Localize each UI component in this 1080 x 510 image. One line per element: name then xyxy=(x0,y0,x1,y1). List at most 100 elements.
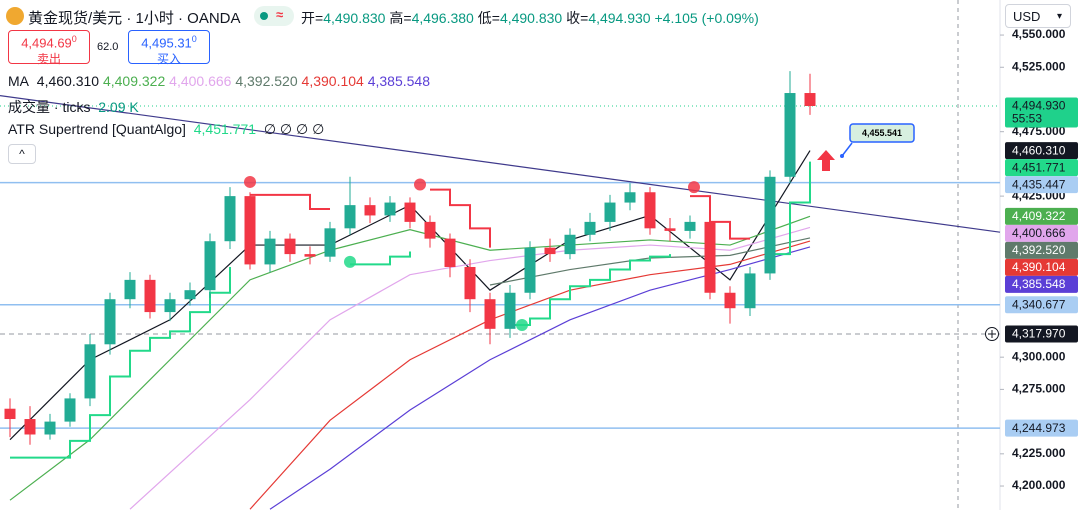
y-tick-label: 4,275.000 xyxy=(1012,382,1066,396)
candle-body xyxy=(184,290,196,300)
ohlc-value: 4,494.930 xyxy=(588,10,651,26)
price-label-text: 4,317.970 xyxy=(1012,327,1066,341)
candle-body xyxy=(584,221,596,235)
ohlc-key: 开= xyxy=(301,10,324,26)
price-label xyxy=(1005,224,1078,242)
price-label-text: 4,494.930 xyxy=(1012,99,1066,113)
price-label-text: 4,409.322 xyxy=(1012,209,1066,223)
price-label-text: 4,460.310 xyxy=(1012,143,1066,157)
y-tick-label: 4,525.000 xyxy=(1012,59,1066,73)
flip-marker xyxy=(414,178,426,191)
candle-body xyxy=(264,238,276,265)
candle-body xyxy=(204,241,216,291)
sell-label: 卖出 xyxy=(36,52,61,67)
symbol-icon xyxy=(6,7,24,25)
candle-body xyxy=(44,421,56,435)
sell-button[interactable]: 4,494.690 卖出 xyxy=(8,30,90,67)
ma-value: 4,392.520 xyxy=(235,73,298,89)
buy-label: 买入 xyxy=(156,52,181,67)
candle-body xyxy=(404,202,416,222)
buy-price-sup: 0 xyxy=(191,34,197,44)
ohlc-value: 4,496.380 xyxy=(411,10,474,26)
candle-body xyxy=(384,202,396,216)
supertrend-line xyxy=(10,161,811,459)
moving-average xyxy=(129,226,811,510)
supertrend-title[interactable]: ATR Supertrend [QuantAlgo] xyxy=(8,121,186,137)
supertrend-line xyxy=(250,188,750,248)
supertrend-value: 4,451.771 xyxy=(193,121,257,137)
trendline xyxy=(0,95,1001,233)
flip-marker xyxy=(516,318,528,331)
crosshair-plus xyxy=(988,330,996,339)
price-label xyxy=(1005,296,1078,314)
candle-body xyxy=(664,228,676,231)
ma-value: 4,409.322 xyxy=(102,73,166,89)
ohlc-value: 4,490.830 xyxy=(323,10,386,26)
candle-body xyxy=(424,221,436,239)
buy-button[interactable]: 4,495.310 买入 xyxy=(128,30,210,67)
candle-body xyxy=(604,202,616,222)
price-label xyxy=(1005,275,1078,293)
price-label xyxy=(1005,159,1078,177)
candle-body xyxy=(304,254,316,257)
price-label-text: 4,390.104 xyxy=(1012,260,1066,274)
status-wave: ≈ xyxy=(276,7,284,22)
price-label-text: 4,400.666 xyxy=(1012,226,1066,240)
candle-body xyxy=(464,266,476,300)
price-label-text: 4,340.677 xyxy=(1012,297,1066,311)
flip-marker xyxy=(344,255,356,268)
callout-box xyxy=(849,123,915,143)
candle-body xyxy=(324,228,336,257)
symbol-title[interactable]: 黄金现货/美元 · 1小时 · OANDA xyxy=(28,10,241,27)
price-label xyxy=(1005,207,1078,225)
candle-body xyxy=(704,221,716,293)
ma-title[interactable]: MA xyxy=(8,73,29,89)
y-tick-label: 4,200.000 xyxy=(1012,478,1066,492)
currency: USD xyxy=(1013,9,1041,24)
flip-marker xyxy=(244,175,256,188)
price-label-text: 4,244.973 xyxy=(1012,421,1066,435)
flip-marker xyxy=(688,181,700,194)
ma-value: 4,460.310 xyxy=(36,73,100,89)
candle-body xyxy=(24,419,36,435)
moving-average xyxy=(269,246,811,510)
price-label xyxy=(1005,241,1078,259)
candle-body xyxy=(524,247,536,293)
callout-dot xyxy=(840,154,844,158)
ma-value: 4,400.666 xyxy=(169,73,232,89)
up-arrow xyxy=(817,150,835,171)
candle-body xyxy=(724,292,736,309)
moving-average xyxy=(249,240,811,510)
volume-legend: 成交量 · ticks 2.09 K xyxy=(8,97,139,117)
candle-body xyxy=(784,93,796,177)
candle-body xyxy=(4,408,16,420)
ohlc-value: 4,490.830 xyxy=(499,10,563,26)
candle-body xyxy=(544,247,556,255)
candle-body xyxy=(624,192,636,203)
sell-price: 4,494.69 xyxy=(21,35,72,51)
collapse-button[interactable]: ^ xyxy=(8,144,36,164)
candle-body xyxy=(344,205,356,229)
volume-value: 2.09 K xyxy=(98,99,139,115)
candle-body xyxy=(484,299,496,329)
y-tick-label: 4,225.000 xyxy=(1012,446,1066,460)
currency-select[interactable]: USD ▾ xyxy=(1005,4,1071,28)
dropdown-caret: ▾ xyxy=(1056,11,1062,22)
candle-body xyxy=(744,273,756,309)
ma-value: 4,385.548 xyxy=(367,73,431,89)
price-label-text: 4,392.520 xyxy=(1012,243,1066,257)
change: +4.105 (+0.09%) xyxy=(654,10,759,26)
candle-body xyxy=(644,192,656,229)
price-label xyxy=(1005,325,1078,343)
price-label xyxy=(1005,258,1078,276)
y-tick-label: 4,550.000 xyxy=(1012,27,1066,41)
volume-title[interactable]: 成交量 · ticks xyxy=(8,99,91,115)
moving-average xyxy=(9,215,811,501)
status-dot xyxy=(260,12,268,20)
candle-body xyxy=(84,344,96,399)
market-status[interactable]: ≈ xyxy=(254,6,294,26)
candle-body xyxy=(164,299,176,313)
candle-body xyxy=(564,234,576,255)
